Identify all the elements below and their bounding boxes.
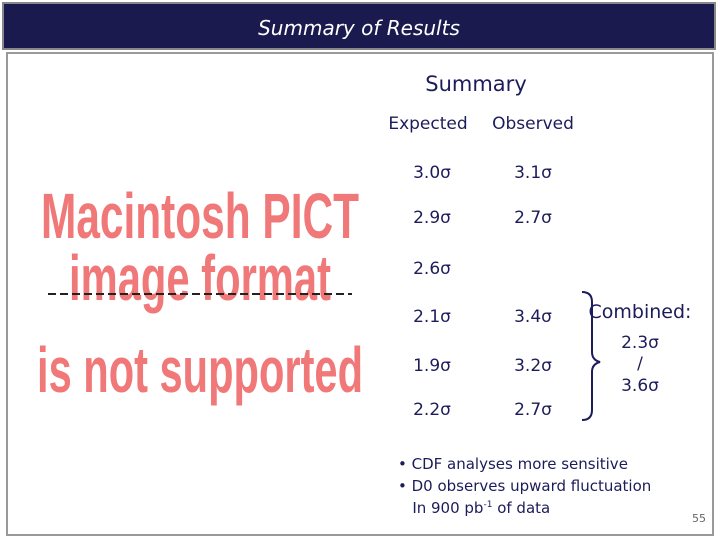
superscript: -1 bbox=[483, 500, 493, 510]
placeholder-text: image format bbox=[69, 242, 331, 314]
column-header: Expected bbox=[388, 114, 468, 134]
combined-value: 2.3σ bbox=[621, 333, 659, 353]
page-number: 55 bbox=[692, 512, 706, 525]
table-cell: 2.9σ bbox=[413, 208, 451, 228]
table-cell: 3.0σ bbox=[413, 163, 451, 183]
table-cell: 2.6σ bbox=[413, 259, 451, 279]
placeholder-text: is not supported bbox=[37, 334, 363, 406]
bullet: • CDF analyses more sensitive bbox=[398, 455, 628, 473]
header-title: Summary of Results bbox=[2, 2, 716, 50]
table-cell: 2.7σ bbox=[514, 400, 552, 420]
table-cell: 3.4σ bbox=[514, 307, 552, 327]
combined-value: / bbox=[637, 354, 643, 374]
bullet: • D0 observes upward fluctuation bbox=[398, 477, 652, 495]
combined-label: Combined: bbox=[588, 301, 692, 323]
table-cell: 1.9σ bbox=[413, 356, 451, 376]
table-cell: 2.2σ bbox=[413, 400, 451, 420]
bullet: In 900 pb-1 of data bbox=[398, 499, 550, 517]
bullet-text: D0 observes upward fluctuation bbox=[411, 477, 652, 495]
brace bbox=[581, 291, 601, 421]
table-cell: 3.1σ bbox=[514, 163, 552, 183]
table-cell: 3.2σ bbox=[514, 356, 552, 376]
summary-title: Summary bbox=[425, 72, 527, 96]
table-cell: 2.1σ bbox=[413, 307, 451, 327]
combined-value: 3.6σ bbox=[621, 376, 659, 396]
bullet-text: In 900 pb bbox=[412, 499, 484, 517]
column-header: Observed bbox=[492, 114, 574, 134]
bullet-text: CDF analyses more sensitive bbox=[411, 455, 628, 473]
content-frame bbox=[6, 52, 714, 536]
placeholder-text: Macintosh PICT bbox=[41, 180, 359, 252]
bullet-text: of data bbox=[492, 499, 551, 517]
table-cell: 2.7σ bbox=[514, 208, 552, 228]
